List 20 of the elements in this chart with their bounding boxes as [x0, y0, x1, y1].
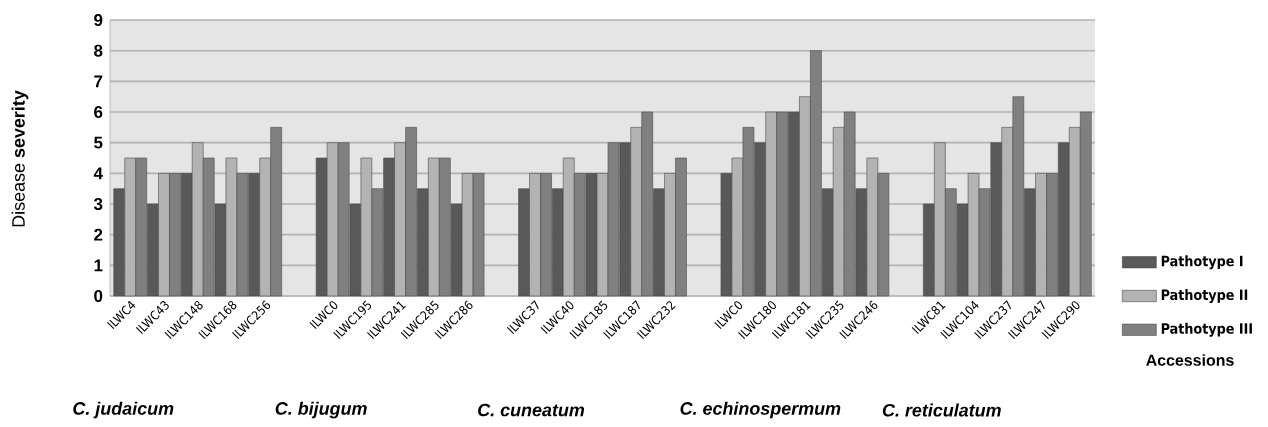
y-tick-label: 1 [94, 259, 103, 272]
y-tick-label: 6 [94, 106, 103, 118]
y-tick-label: 5 [94, 136, 103, 149]
y-tick-label: 4 [93, 167, 103, 180]
y-axis-title: Disease severity [11, 90, 29, 227]
legend-label: Pathotype III [1161, 322, 1252, 337]
text: C. reticulatum [882, 403, 1001, 417]
text: C. bijugum [275, 401, 367, 419]
y-tick-label: 3 [93, 198, 103, 211]
text: C. echinospermum [680, 401, 841, 419]
y-tick-label: 9 [94, 14, 103, 26]
y-tick-label: 7 [94, 75, 103, 88]
y-tick-label: 2 [94, 228, 103, 241]
text: C. cuneatum [478, 403, 585, 417]
text: C. judaicum [73, 401, 174, 419]
legend-label: Pathotype I [1161, 255, 1243, 270]
legend-label: Pathotype II [1161, 289, 1248, 303]
y-tick-label: 8 [94, 44, 103, 57]
y-tick-label: 0 [94, 290, 103, 302]
x-axis-title: Accessions [1146, 354, 1234, 366]
